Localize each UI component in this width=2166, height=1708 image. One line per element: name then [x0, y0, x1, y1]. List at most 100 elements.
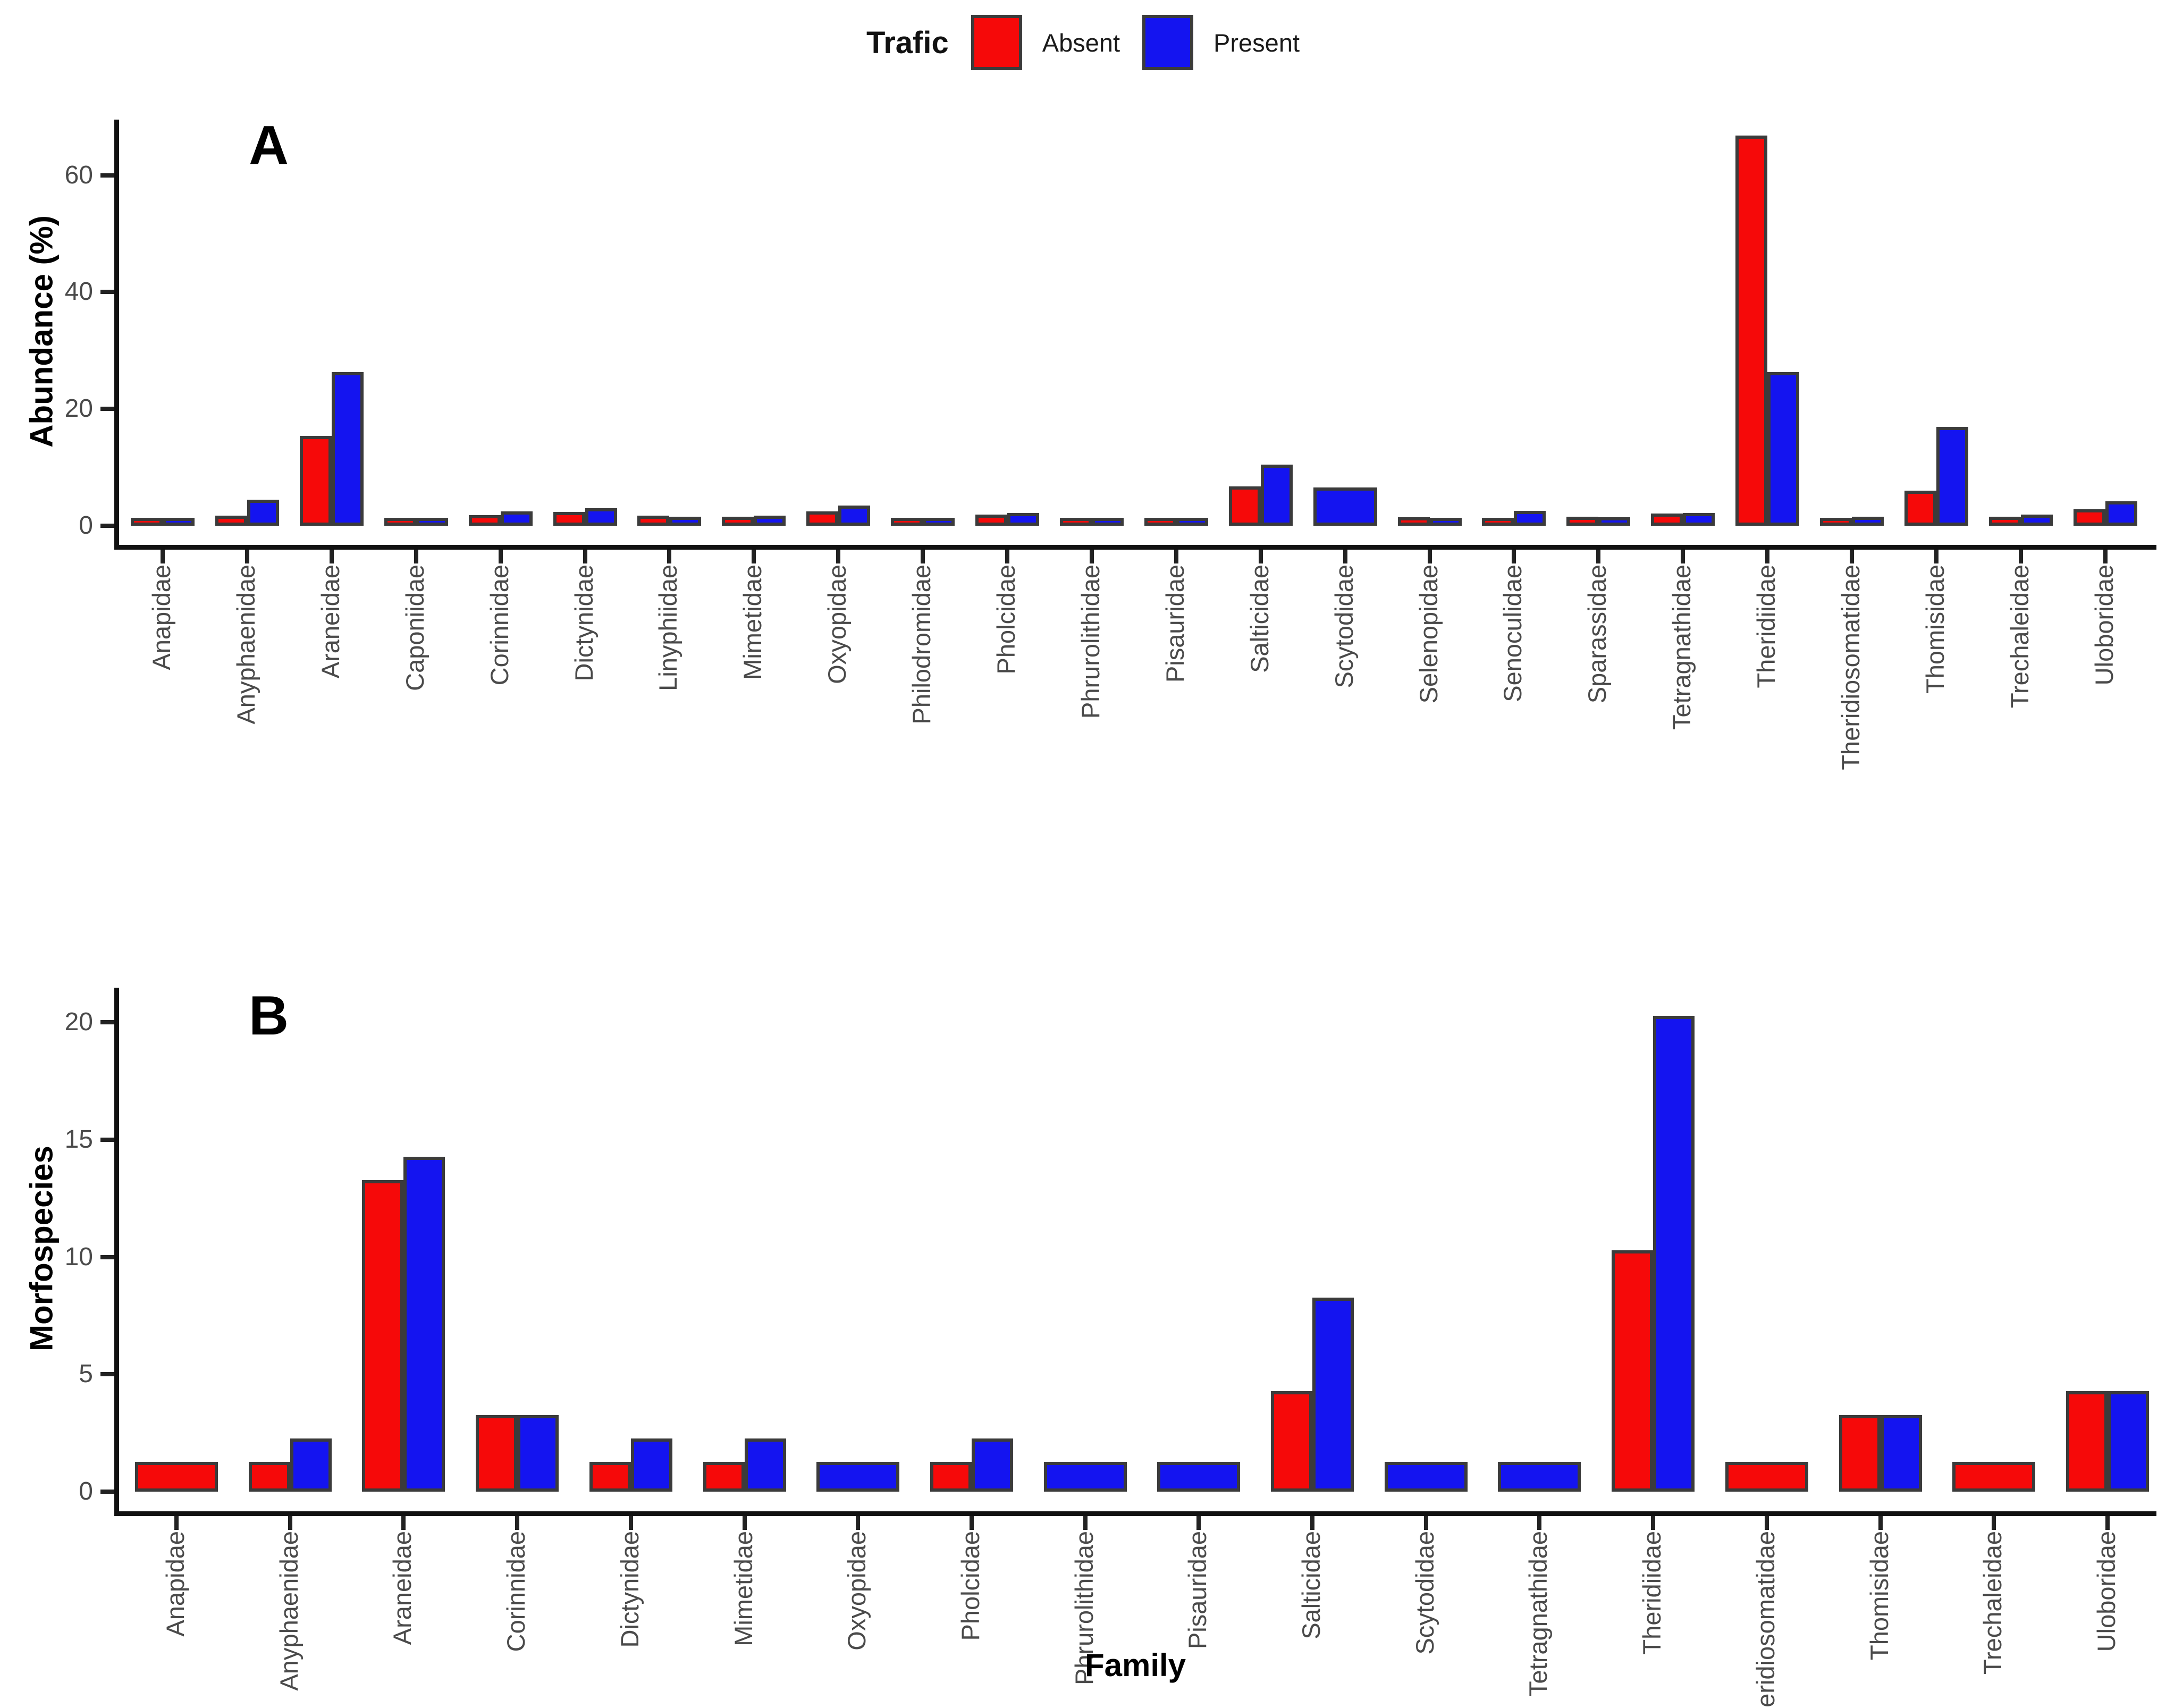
x-tick-mark — [329, 550, 334, 563]
panel-label-a: A — [249, 115, 289, 176]
x-tick-mark — [667, 550, 672, 563]
bar-present — [1598, 517, 1630, 526]
x-tick-mark — [161, 550, 165, 563]
x-tick-mark — [1083, 1516, 1088, 1530]
bar-present — [838, 506, 870, 526]
bar-present — [816, 1462, 899, 1492]
y-tick-label: 20 — [64, 394, 93, 423]
x-tick-mark — [1537, 1516, 1542, 1530]
x-tick-label: Theridiidae — [1638, 1531, 1666, 1655]
bar-absent — [469, 515, 501, 526]
bar-absent — [1904, 491, 1936, 526]
bar-present — [1044, 1462, 1127, 1492]
x-tick-mark — [1196, 1516, 1201, 1530]
bar-present — [1498, 1462, 1581, 1492]
bar-present — [1936, 427, 1968, 526]
bar-absent — [1820, 518, 1852, 526]
y-tick-mark — [100, 290, 114, 295]
bar-absent — [1989, 517, 2021, 526]
bar-absent — [637, 516, 669, 526]
bar-absent — [722, 517, 754, 526]
bar-present — [631, 1438, 672, 1492]
x-tick-label: Oxyopidae — [823, 565, 852, 684]
bar-present — [2108, 1391, 2149, 1492]
x-tick-label: Linyphiidae — [654, 565, 682, 691]
bar-absent — [1566, 517, 1598, 526]
x-tick-label: Uloboridae — [2089, 565, 2118, 686]
legend-item-present: Present — [1142, 15, 1300, 70]
x-tick-mark — [752, 550, 756, 563]
bar-present — [745, 1438, 786, 1492]
x-tick-mark — [1258, 550, 1263, 563]
bar-present — [2105, 501, 2137, 526]
x-tick-label: Dictynidae — [569, 565, 598, 681]
bar-absent — [975, 515, 1007, 526]
bar-present — [1313, 487, 1377, 526]
x-tick-mark — [1423, 1516, 1428, 1530]
x-tick-mark — [1934, 550, 1939, 563]
bar-present — [585, 508, 617, 526]
x-tick-label: Pholcidae — [992, 565, 1020, 675]
x-tick-label: Corinnidae — [502, 1531, 530, 1652]
x-tick-mark — [742, 1516, 747, 1530]
bar-present — [1852, 517, 1884, 526]
bar-absent — [476, 1415, 517, 1492]
legend-label-absent: Absent — [1042, 28, 1120, 57]
x-tick-label: Anyphaenidae — [274, 1531, 303, 1691]
bar-absent — [131, 518, 163, 526]
x-tick-mark — [1878, 1516, 1883, 1530]
bar-absent — [135, 1462, 218, 1492]
bar-present — [1653, 1016, 1695, 1492]
bar-absent — [1612, 1250, 1653, 1492]
bar-absent — [1725, 1462, 1808, 1492]
y-tick-label: 40 — [64, 277, 93, 306]
bar-absent — [806, 511, 838, 526]
bar-present — [669, 517, 701, 526]
y-tick-mark — [100, 173, 114, 178]
x-tick-mark — [856, 1516, 861, 1530]
x-tick-mark — [174, 1516, 179, 1530]
bar-absent — [589, 1462, 631, 1492]
x-tick-label: Tetragnathidae — [1667, 565, 1696, 730]
bar-present — [517, 1415, 559, 1492]
x-tick-label: Theridiidae — [1752, 565, 1781, 688]
x-tick-label: Theridiosomatidae — [1836, 565, 1865, 770]
bar-present — [247, 500, 279, 526]
bar-present — [1092, 518, 1124, 526]
bar-present — [1683, 513, 1715, 526]
bar-present — [923, 518, 955, 526]
x-tick-mark — [1992, 1516, 1996, 1530]
bar-absent — [553, 512, 585, 526]
x-tick-label: Anapidae — [147, 565, 175, 670]
bar-absent — [1651, 514, 1683, 526]
bar-absent — [891, 518, 923, 526]
bar-absent — [362, 1180, 403, 1492]
x-tick-mark — [583, 550, 587, 563]
x-tick-label: Trechaleidae — [1978, 1531, 2007, 1675]
x-tick-label: Phrurolithidae — [1076, 565, 1105, 719]
bar-absent — [703, 1462, 745, 1492]
x-tick-mark — [1850, 550, 1854, 563]
bar-present — [403, 1157, 445, 1492]
x-tick-label: Corinnidae — [485, 565, 513, 686]
x-tick-label: Trechaleidae — [2005, 565, 2034, 708]
x-tick-label: Anapidae — [161, 1531, 189, 1637]
x-tick-mark — [1512, 550, 1516, 563]
y-tick-label: 0 — [79, 1477, 93, 1505]
y-tick-label: 10 — [64, 1242, 93, 1271]
bar-absent — [1952, 1462, 2035, 1492]
bar-present — [1176, 518, 1208, 526]
y-tick-label: 0 — [79, 511, 93, 540]
x-tick-label: Selenopidae — [1414, 565, 1443, 704]
legend: Trafic Absent Present — [0, 15, 2166, 70]
x-tick-mark — [1174, 550, 1178, 563]
bar-present — [1430, 518, 1462, 526]
x-tick-mark — [2105, 1516, 2110, 1530]
bar-absent — [1144, 518, 1176, 526]
x-tick-label: Sparassidae — [1583, 565, 1612, 704]
x-tick-label: Thomisidae — [1920, 565, 1949, 694]
bar-absent — [384, 518, 416, 526]
bar-present — [501, 511, 533, 526]
x-tick-label: Salticidae — [1245, 565, 1274, 673]
x-tick-label: Thomisidae — [1865, 1531, 1893, 1660]
